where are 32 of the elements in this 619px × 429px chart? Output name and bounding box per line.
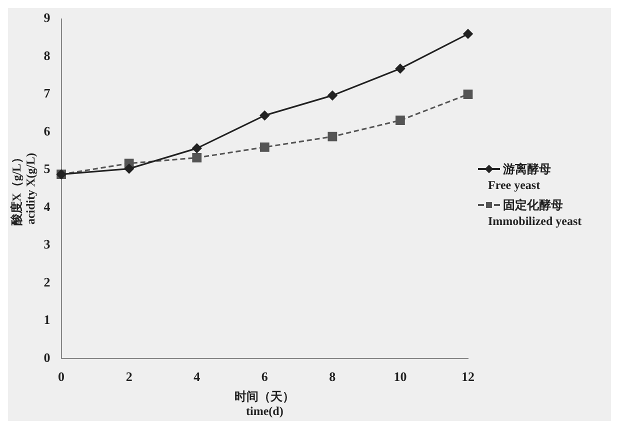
y-tick-label: 1: [44, 312, 50, 328]
y-tick-label: 2: [44, 274, 50, 290]
point: [260, 142, 270, 152]
point: [328, 90, 338, 100]
x-tick-label: 10: [394, 368, 407, 384]
legend-label: 固定化酵母 Immobilized yeast: [487, 196, 582, 228]
point: [463, 29, 473, 39]
legend-label: 游离酵母 Free yeast: [487, 160, 552, 192]
point: [328, 132, 338, 142]
y-tick-label: 7: [44, 86, 51, 101]
y-tick-label: 6: [44, 123, 51, 138]
y-tick-label: 4: [44, 198, 51, 214]
y-tick-label: 0: [44, 350, 50, 365]
x-tick-label: 2: [126, 368, 132, 384]
x-tick-label: 4: [194, 368, 201, 384]
point: [192, 153, 202, 162]
y-tick-label: 3: [44, 236, 51, 252]
x-tick-label: 0: [58, 368, 65, 384]
x-tick-label: 6: [261, 368, 268, 384]
x-axis-title: 时间（天） time(d): [234, 389, 295, 418]
x-tick-label: 8: [329, 368, 336, 384]
point: [260, 110, 270, 120]
point: [395, 64, 406, 74]
point: [463, 90, 473, 99]
x-tick-label: 12: [462, 368, 474, 384]
y-axis-title: 酸度X（g/L） acidity X(g/L): [9, 152, 38, 226]
y-tick-label: 8: [44, 48, 51, 63]
point: [396, 116, 405, 126]
point: [192, 144, 202, 154]
y-tick-label: 5: [44, 161, 51, 176]
y-tick-label: 9: [44, 10, 51, 26]
point: [124, 164, 134, 174]
